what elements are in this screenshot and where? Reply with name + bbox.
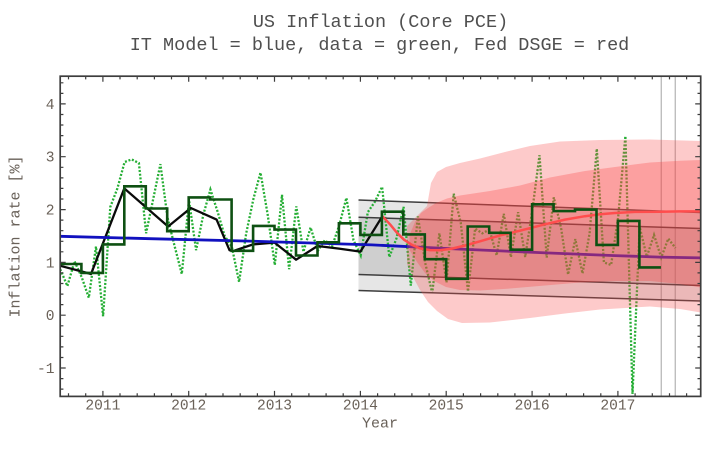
svg-text:2011: 2011 xyxy=(85,399,120,415)
svg-text:1: 1 xyxy=(46,256,55,272)
svg-text:2015: 2015 xyxy=(429,399,464,415)
svg-text:IT Model = blue, data = green,: IT Model = blue, data = green, Fed DSGE … xyxy=(130,35,630,56)
svg-text:Year: Year xyxy=(362,416,398,433)
svg-text:2013: 2013 xyxy=(257,399,292,415)
svg-text:0: 0 xyxy=(46,309,55,325)
svg-text:2017: 2017 xyxy=(600,399,635,415)
svg-text:-1: -1 xyxy=(37,362,55,378)
svg-text:3: 3 xyxy=(46,151,55,167)
svg-text:2012: 2012 xyxy=(171,399,206,415)
svg-text:Inflation rate [%]: Inflation rate [%] xyxy=(8,155,25,317)
svg-text:US Inflation (Core PCE): US Inflation (Core PCE) xyxy=(253,12,508,33)
svg-text:2014: 2014 xyxy=(343,399,378,415)
svg-text:4: 4 xyxy=(46,98,55,114)
svg-text:2016: 2016 xyxy=(515,399,550,415)
svg-text:2: 2 xyxy=(46,204,55,220)
